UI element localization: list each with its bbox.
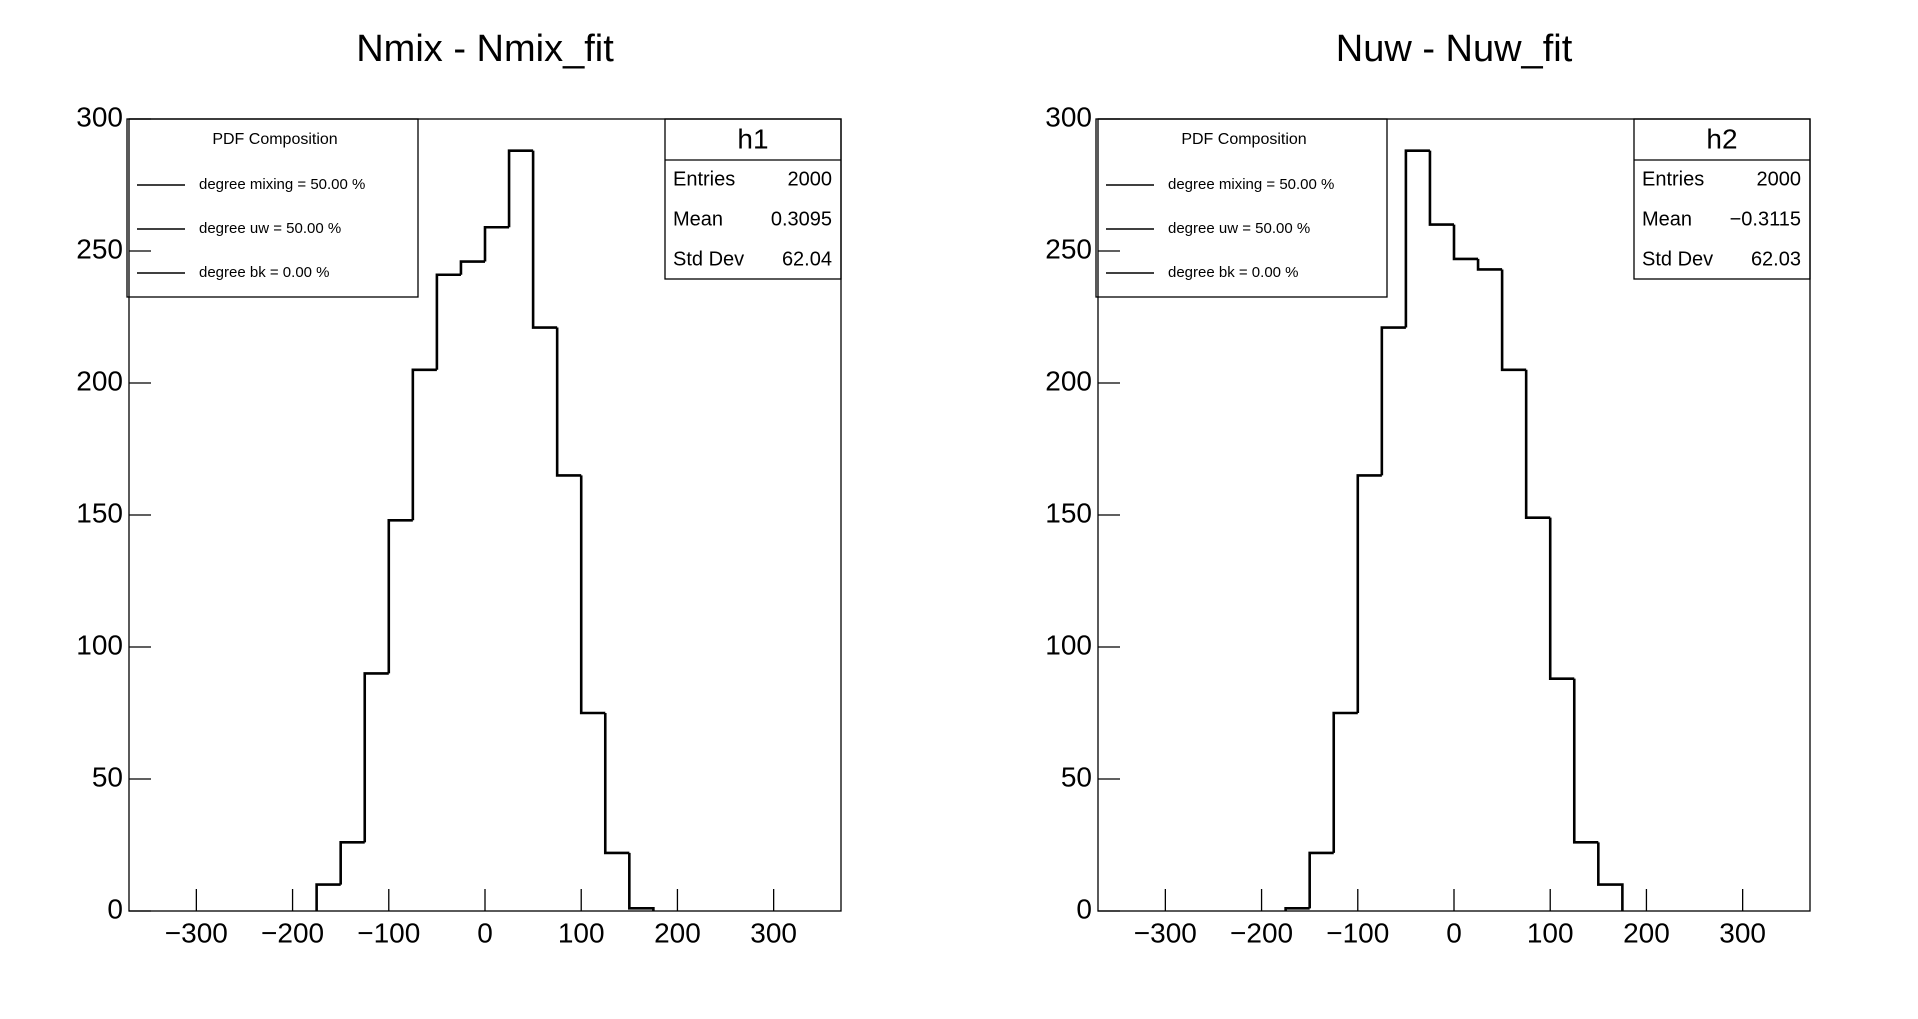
histogram-bin bbox=[1308, 851, 1334, 909]
y-tick-label: 100 bbox=[1045, 629, 1092, 660]
histogram-bin bbox=[507, 149, 534, 228]
histogram-bin bbox=[1548, 517, 1575, 680]
x-tick-label: 0 bbox=[1446, 917, 1462, 948]
x-tick-label: −300 bbox=[1134, 917, 1197, 948]
histogram-bin bbox=[1452, 224, 1479, 261]
histogram-bin bbox=[603, 713, 630, 855]
x-tick-label: 100 bbox=[1527, 917, 1574, 948]
stats-value: 2000 bbox=[788, 168, 833, 190]
x-tick-label: 0 bbox=[477, 917, 493, 948]
stats-value: 0.3095 bbox=[771, 208, 832, 230]
y-tick-label: 250 bbox=[76, 233, 123, 264]
x-tick-label: −200 bbox=[1230, 917, 1293, 948]
stats-value: 2000 bbox=[1757, 168, 1802, 190]
stats-label: Std Dev bbox=[1642, 248, 1713, 270]
x-tick-label: −100 bbox=[357, 917, 420, 948]
histogram-bin bbox=[1332, 711, 1358, 853]
legend-box bbox=[126, 118, 419, 298]
y-tick-label: 50 bbox=[1061, 761, 1092, 792]
y-tick-label: 150 bbox=[76, 497, 123, 528]
histogram-bin bbox=[459, 260, 485, 275]
histogram-bin bbox=[1356, 474, 1382, 713]
histogram-bin bbox=[315, 883, 341, 911]
histogram-bin bbox=[1500, 269, 1527, 372]
x-tick-label: 300 bbox=[1719, 917, 1766, 948]
stats-name: h1 bbox=[737, 123, 768, 154]
y-tick-label: 0 bbox=[107, 893, 123, 924]
legend-title: PDF Composition bbox=[212, 131, 337, 148]
legend-entry: degree uw = 50.00 % bbox=[1168, 220, 1310, 237]
y-tick-label: 0 bbox=[1076, 893, 1092, 924]
y-tick-label: 50 bbox=[92, 761, 123, 792]
histogram-bin bbox=[411, 368, 437, 521]
x-tick-label: −100 bbox=[1326, 917, 1389, 948]
stats-label: Mean bbox=[673, 208, 723, 230]
histogram-bin bbox=[1428, 150, 1454, 226]
stats-name: h2 bbox=[1706, 123, 1737, 154]
stats-label: Std Dev bbox=[673, 248, 744, 270]
x-tick-label: 200 bbox=[654, 917, 701, 948]
histogram-bin bbox=[1380, 326, 1406, 476]
y-tick-label: 150 bbox=[1045, 497, 1092, 528]
y-tick-label: 100 bbox=[76, 629, 123, 660]
histogram-bin bbox=[1572, 678, 1599, 844]
stats-box bbox=[664, 118, 842, 280]
chart-title: Nuw - Nuw_fit bbox=[1336, 28, 1573, 70]
stats-value: 62.04 bbox=[782, 248, 832, 270]
histogram-bin bbox=[1476, 258, 1503, 271]
histogram-bin bbox=[483, 225, 510, 262]
x-tick-label: 300 bbox=[750, 917, 797, 948]
histogram-bin bbox=[555, 327, 582, 477]
stats-label: Entries bbox=[1642, 168, 1704, 190]
legend-box bbox=[1095, 118, 1388, 298]
y-tick-label: 250 bbox=[1045, 233, 1092, 264]
histogram-bin bbox=[628, 852, 655, 911]
legend-entry: degree mixing = 50.00 % bbox=[199, 176, 365, 193]
stats-value: −0.3115 bbox=[1730, 208, 1801, 230]
legend-entry: degree bk = 0.00 % bbox=[199, 264, 330, 281]
histogram-bin bbox=[339, 841, 365, 885]
histogram-bin bbox=[387, 518, 413, 674]
stats-box bbox=[1633, 118, 1811, 280]
legend-entry: degree uw = 50.00 % bbox=[199, 220, 341, 237]
stats-label: Entries bbox=[673, 168, 735, 190]
y-tick-label: 300 bbox=[1045, 101, 1092, 132]
x-tick-label: −200 bbox=[261, 917, 324, 948]
histogram-bin bbox=[1597, 842, 1624, 911]
stats-label: Mean bbox=[1642, 208, 1692, 230]
x-tick-label: 200 bbox=[1623, 917, 1670, 948]
histogram-bin bbox=[1284, 907, 1310, 911]
y-tick-label: 200 bbox=[1045, 365, 1092, 396]
stats-value: 62.03 bbox=[1751, 248, 1801, 270]
histogram-bin bbox=[435, 273, 461, 370]
histogram-bin bbox=[531, 150, 558, 329]
histogram-bin bbox=[579, 475, 606, 715]
y-tick-label: 300 bbox=[76, 101, 123, 132]
y-tick-label: 200 bbox=[76, 365, 123, 396]
legend-entry: degree bk = 0.00 % bbox=[1168, 264, 1299, 281]
x-tick-label: −300 bbox=[165, 917, 228, 948]
x-tick-label: 100 bbox=[558, 917, 605, 948]
histogram-bin bbox=[1524, 369, 1551, 519]
legend-title: PDF Composition bbox=[1181, 131, 1306, 148]
chart-title: Nmix - Nmix_fit bbox=[356, 28, 614, 70]
legend-entry: degree mixing = 50.00 % bbox=[1168, 176, 1334, 193]
histogram-bin bbox=[1404, 149, 1430, 328]
histogram-bin bbox=[363, 672, 389, 843]
